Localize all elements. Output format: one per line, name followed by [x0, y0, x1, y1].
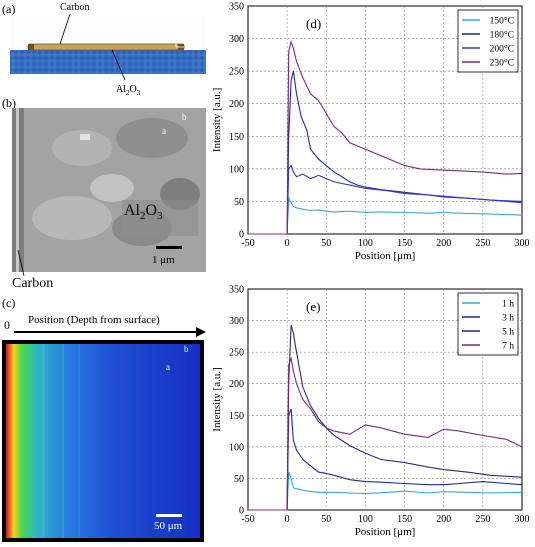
y-tick-label: 150 [229, 411, 244, 422]
panel-label: (e) [306, 299, 320, 314]
panel-b-axis-a: a [162, 126, 166, 136]
y-tick-label: 350 [229, 285, 244, 296]
panel-a-axis-b: b [186, 40, 191, 50]
x-tick-label: 100 [358, 238, 373, 249]
y-tick-label: 100 [229, 442, 244, 453]
panel-b-axis-b: b [182, 112, 187, 122]
y-tick-label: 200 [229, 99, 244, 110]
series-line [248, 164, 523, 235]
panel-b-carbon-label: Carbon [12, 276, 54, 291]
panel-c-scalebar [156, 514, 182, 517]
panel-b-scalebar [156, 246, 182, 249]
y-tick-label: 250 [229, 67, 244, 78]
legend-label: 1 h [502, 300, 514, 310]
x-tick-label: 150 [397, 238, 412, 249]
x-tick-label: 0 [285, 238, 290, 249]
series-line [248, 70, 523, 235]
y-tick-label: 0 [239, 230, 244, 241]
panel-a-leaders [59, 13, 184, 81]
x-tick-label: 0 [285, 514, 290, 525]
panel-a-carbon-label: Carbon [60, 2, 90, 13]
y-tick-label: 250 [229, 348, 244, 359]
y-axis-label: Intensity [a.u.] [211, 367, 223, 431]
legend-label: 5 h [502, 328, 514, 338]
x-axis-label: Position [μm] [355, 526, 416, 538]
x-tick-label: 100 [358, 514, 373, 525]
panel-a-label: (a) [2, 2, 16, 16]
x-tick-label: 300 [515, 238, 530, 249]
legend-label: 7 h [502, 342, 514, 352]
legend-label: 3 h [502, 314, 514, 324]
panel-c-arrow [14, 327, 206, 337]
x-tick-label: 300 [515, 514, 530, 525]
series-line [248, 324, 523, 511]
panel-c-label: (c) [2, 296, 16, 310]
series-line [248, 471, 523, 511]
y-tick-label: 50 [234, 474, 244, 485]
panel-c-arrow-label: Position (Depth from surface) [28, 314, 160, 326]
series-line [248, 39, 523, 235]
panel-b-label: (b) [2, 96, 16, 110]
panel-c-zero: 0 [4, 318, 10, 332]
x-tick-label: -50 [241, 514, 254, 525]
legend-label: 180°C [490, 30, 514, 41]
x-tick-label: 200 [436, 514, 451, 525]
y-tick-label: 300 [229, 316, 244, 327]
y-tick-label: 200 [229, 379, 244, 390]
x-tick-label: 250 [475, 514, 490, 525]
series-line [248, 356, 523, 511]
panel-b-sem-image [12, 108, 206, 272]
legend-label: 150°C [490, 16, 514, 27]
panel-a-axis-a: a [172, 20, 176, 30]
panel-c-map [2, 340, 204, 542]
y-tick-label: 350 [229, 2, 244, 13]
series-line [248, 408, 523, 511]
x-tick-label: 50 [321, 514, 331, 525]
panel-label: (d) [306, 16, 321, 31]
y-tick-label: 300 [229, 34, 244, 45]
panel-c-axis-a: a [166, 362, 170, 372]
panel-b-carbon-leader [17, 250, 25, 277]
legend-label: 230°C [490, 58, 514, 69]
legend-label: 200°C [490, 44, 514, 55]
panel-c-axis-b: b [184, 344, 189, 354]
panel-a-al2o3-label: Al2O3 [116, 84, 141, 97]
panel-b-scalebar-label: 1 μm [152, 254, 175, 266]
x-tick-label: 150 [397, 514, 412, 525]
x-tick-label: 250 [475, 238, 490, 249]
series-line [248, 196, 523, 235]
y-tick-label: 50 [234, 197, 244, 208]
x-tick-label: -50 [241, 238, 254, 249]
panel-a-photo [10, 16, 206, 74]
panel-b-al2o3-label: Al2O3 [124, 202, 163, 223]
y-tick-label: 0 [239, 506, 244, 517]
x-tick-label: 200 [436, 238, 451, 249]
y-tick-label: 150 [229, 132, 244, 143]
y-tick-label: 100 [229, 164, 244, 175]
panel-c-scalebar-label: 50 μm [154, 520, 183, 532]
x-tick-label: 50 [321, 238, 331, 249]
y-axis-label: Intensity [a.u.] [211, 88, 223, 152]
x-axis-label: Position [μm] [355, 250, 416, 262]
